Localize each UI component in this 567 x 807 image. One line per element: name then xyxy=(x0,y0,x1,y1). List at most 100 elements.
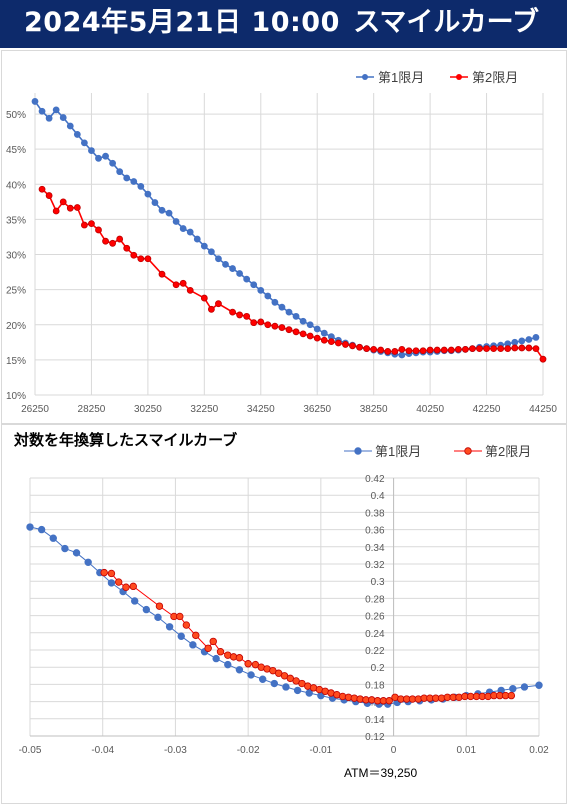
x-tick-label: -0.04 xyxy=(91,745,114,756)
y-tick-label: 30% xyxy=(6,251,26,262)
data-point-series-2 xyxy=(264,321,272,329)
data-point-series-1 xyxy=(154,613,162,622)
data-point-series-1 xyxy=(532,334,540,341)
x-tick-label: 32250 xyxy=(190,404,218,415)
data-point-series-2 xyxy=(469,345,476,353)
data-point-series-2 xyxy=(88,220,95,228)
y-tick-label: 40% xyxy=(6,180,26,191)
y-tick-label: 10% xyxy=(6,391,26,402)
y-tick-label: 0.28 xyxy=(365,594,385,605)
data-point-series-2 xyxy=(244,660,252,668)
data-point-series-1 xyxy=(61,544,69,553)
data-point-series-1 xyxy=(130,178,138,185)
data-point-series-2 xyxy=(235,654,244,662)
data-point-series-2 xyxy=(454,345,462,353)
data-point-series-1 xyxy=(131,597,139,605)
legend-label: 第2限月 xyxy=(472,70,518,85)
data-point-series-2 xyxy=(207,305,215,313)
data-point-series-1 xyxy=(299,317,307,325)
x-tick-label: 0.01 xyxy=(457,745,477,756)
data-point-series-1 xyxy=(313,325,321,333)
data-point-series-1 xyxy=(165,623,174,631)
data-point-series-1 xyxy=(52,106,60,114)
data-point-series-1 xyxy=(247,671,255,679)
data-point-series-1 xyxy=(229,265,236,272)
data-point-series-2 xyxy=(115,578,123,586)
data-point-series-2 xyxy=(370,345,378,353)
data-point-series-2 xyxy=(525,344,533,352)
data-point-series-2 xyxy=(144,255,152,263)
y-tick-label: 0.4 xyxy=(371,491,385,502)
chart-title: 対数を年換算したスマイルカーブ xyxy=(14,431,238,449)
data-point-series-1 xyxy=(236,270,244,277)
x-tick-label: 44250 xyxy=(529,404,557,415)
data-point-series-2 xyxy=(73,204,81,211)
data-point-series-2 xyxy=(215,300,222,308)
legend-swatch-marker xyxy=(354,447,362,455)
data-point-series-2 xyxy=(209,637,217,646)
data-point-series-2 xyxy=(490,345,498,353)
series-line-1 xyxy=(34,100,537,356)
data-point-series-2 xyxy=(116,235,124,243)
annualized-log-smile-chart: 0.120.140.160.180.20.220.240.260.280.30.… xyxy=(19,444,550,780)
data-point-series-1 xyxy=(72,549,81,557)
y-tick-label: 0.24 xyxy=(365,629,385,640)
data-point-series-2 xyxy=(363,345,371,353)
data-point-series-2 xyxy=(176,612,184,621)
data-point-series-2 xyxy=(59,198,67,206)
data-point-series-1 xyxy=(142,605,151,614)
data-point-series-1 xyxy=(137,183,145,190)
data-point-series-2 xyxy=(385,697,393,705)
data-point-series-2 xyxy=(109,239,117,247)
x-tick-label: 0.02 xyxy=(529,745,549,756)
x-tick-label: 28250 xyxy=(78,404,106,415)
x-tick-label: 34250 xyxy=(247,404,275,415)
data-point-series-1 xyxy=(293,686,302,695)
legend-swatch-marker xyxy=(362,74,368,80)
y-tick-label: 0.2 xyxy=(371,663,385,674)
data-point-series-1 xyxy=(49,534,57,542)
data-point-series-2 xyxy=(52,207,60,215)
y-tick-label: 15% xyxy=(6,356,26,367)
y-tick-label: 0.18 xyxy=(365,680,385,691)
data-point-series-2 xyxy=(155,602,164,610)
legend-label: 第1限月 xyxy=(375,444,421,459)
data-point-series-2 xyxy=(483,345,490,353)
data-point-series-1 xyxy=(215,255,222,263)
data-point-series-1 xyxy=(207,248,215,256)
data-point-series-2 xyxy=(158,270,166,278)
data-point-series-2 xyxy=(186,286,194,294)
y-tick-label: 0.34 xyxy=(365,543,385,554)
data-point-series-2 xyxy=(398,345,406,353)
data-point-series-1 xyxy=(144,190,152,198)
x-tick-label: 38250 xyxy=(360,404,388,415)
data-point-series-2 xyxy=(532,345,540,353)
legend-label: 第2限月 xyxy=(485,444,531,459)
data-point-series-2 xyxy=(440,346,448,354)
data-point-series-2 xyxy=(320,336,328,344)
data-point-series-2 xyxy=(204,644,212,652)
data-point-series-2 xyxy=(257,318,265,326)
data-point-series-2 xyxy=(426,346,434,354)
y-tick-label: 35% xyxy=(6,215,26,226)
data-point-series-2 xyxy=(100,568,108,577)
data-point-series-1 xyxy=(84,558,92,566)
data-point-series-1 xyxy=(172,218,180,225)
data-point-series-1 xyxy=(109,159,117,167)
data-point-series-1 xyxy=(186,228,194,236)
data-point-series-1 xyxy=(258,675,267,683)
data-point-series-1 xyxy=(123,174,131,182)
data-point-series-2 xyxy=(192,631,200,640)
data-point-series-2 xyxy=(391,348,399,355)
data-point-series-1 xyxy=(189,641,197,649)
data-point-series-2 xyxy=(216,648,225,656)
data-point-series-2 xyxy=(38,185,46,193)
data-point-series-1 xyxy=(165,209,173,217)
data-point-series-2 xyxy=(299,330,307,338)
smile-curve-chart: 10% 15% 20% 25% 30% 35% 40% 45% 50% 26250 28250 302… xyxy=(6,70,557,415)
legend-label: 第1限月 xyxy=(378,70,424,85)
legend-swatch-marker xyxy=(464,447,472,455)
data-point-series-1 xyxy=(520,683,529,691)
x-tick-label: 0 xyxy=(391,745,397,756)
y-tick-label: 0.14 xyxy=(365,715,385,726)
